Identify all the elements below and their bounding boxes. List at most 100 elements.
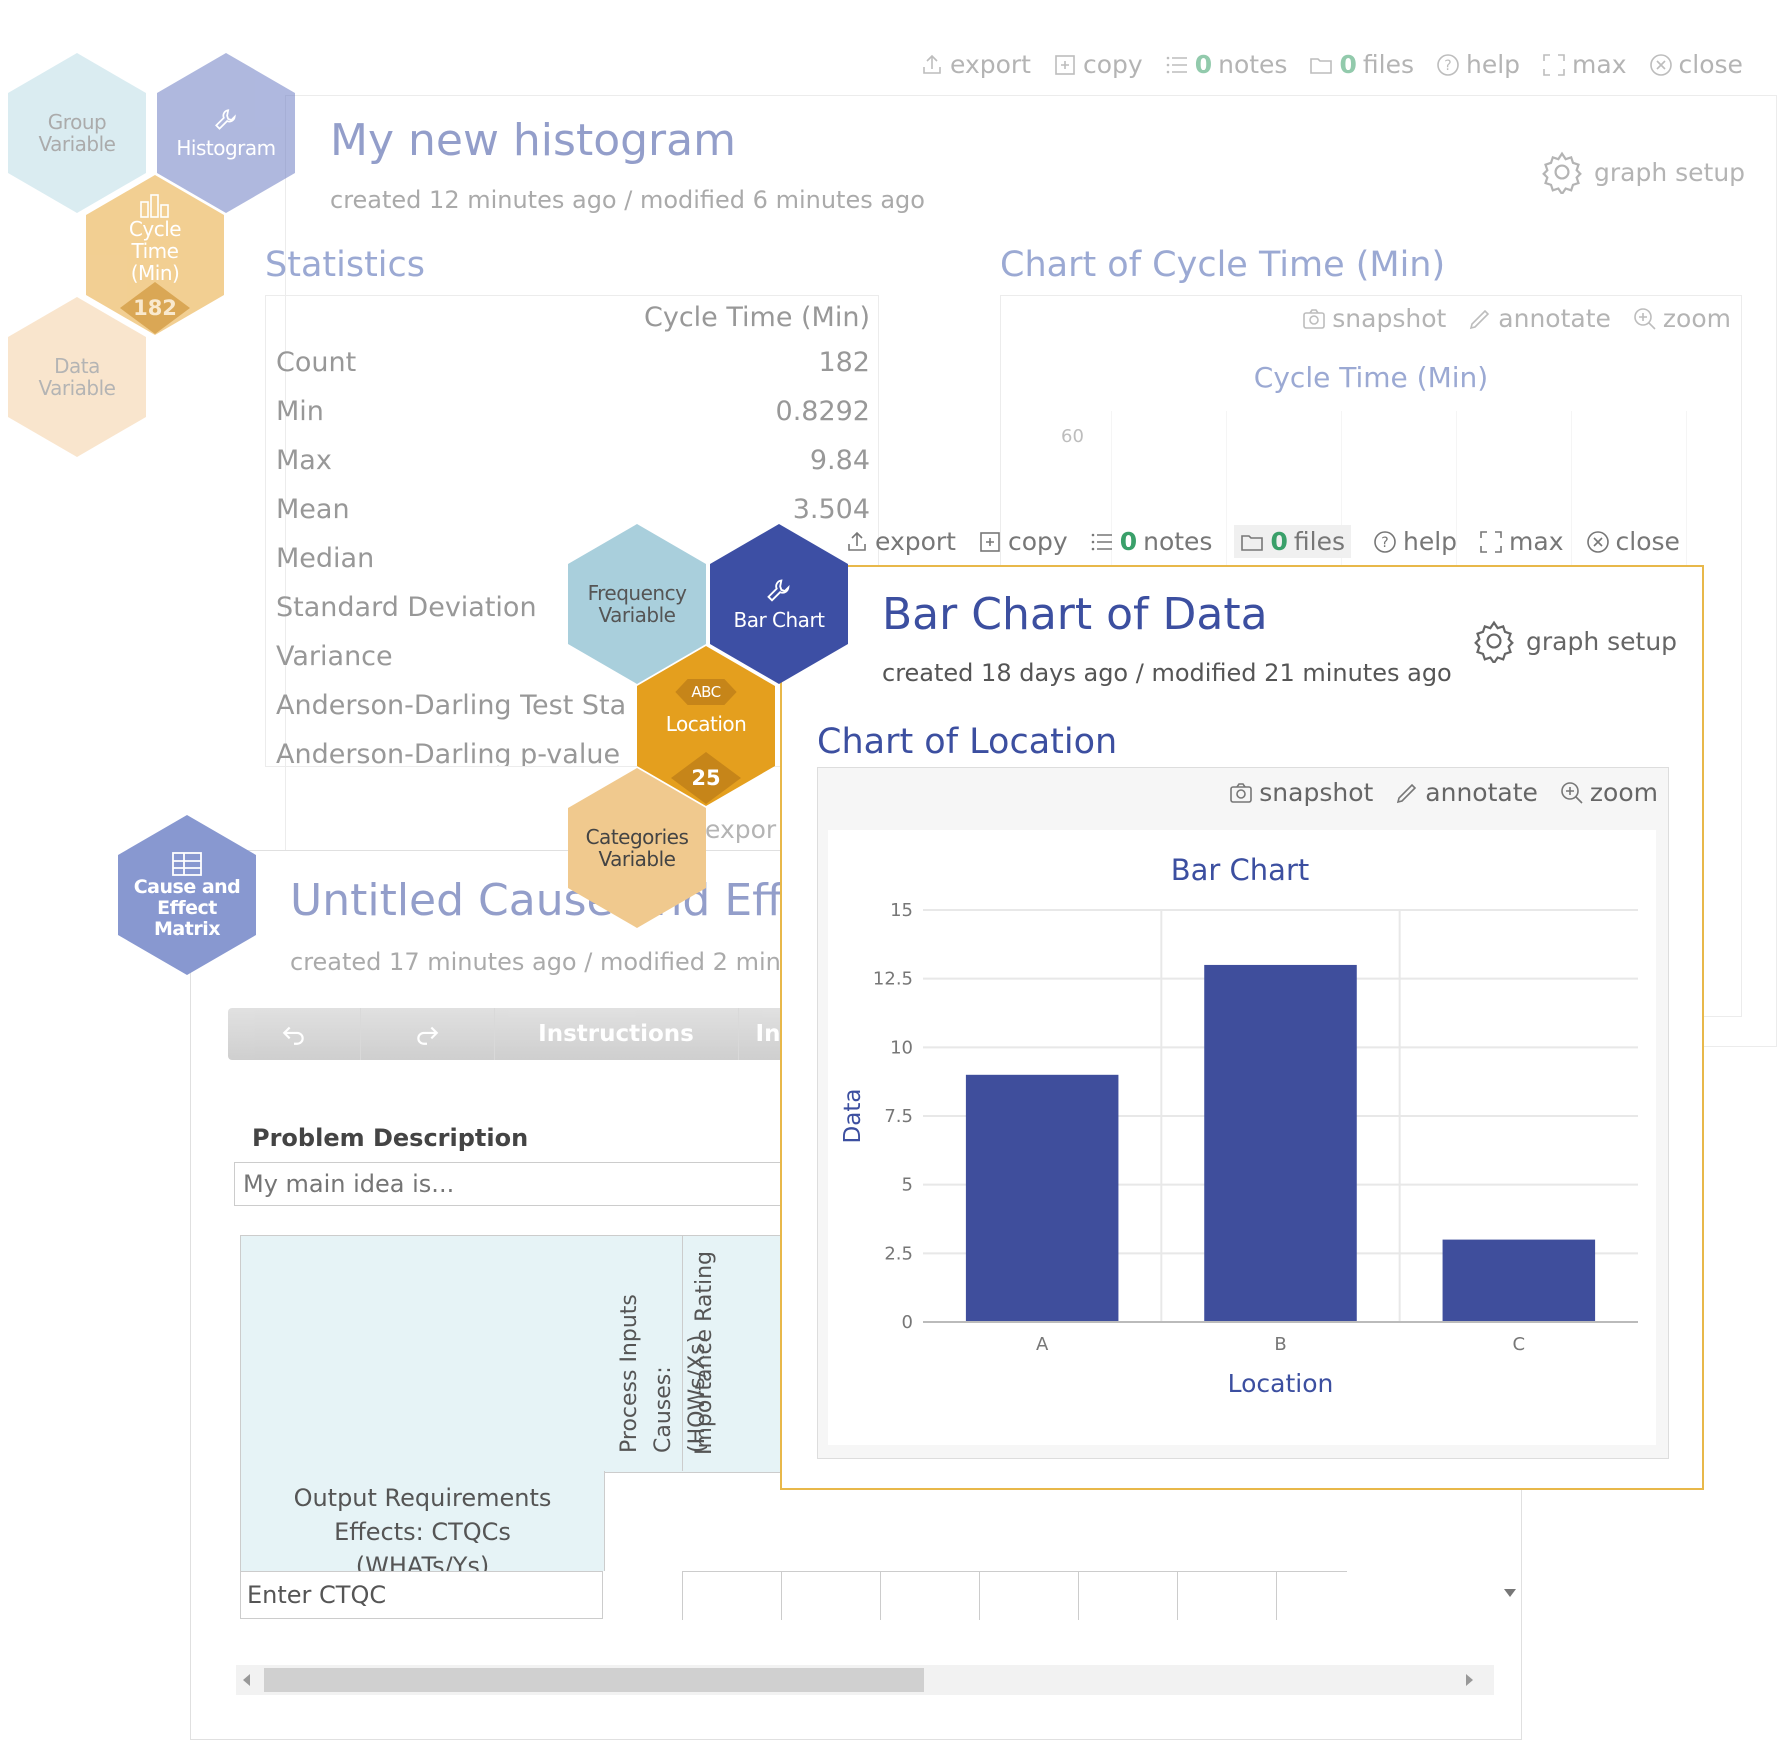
x-tick-label: B — [1274, 1334, 1286, 1355]
importance-rating-header: Importance Rating — [692, 1251, 717, 1455]
matrix-header-cell — [603, 1235, 780, 1473]
statistics-title: Statistics — [265, 245, 425, 285]
snapshot-button[interactable]: snapshot — [1302, 304, 1446, 333]
camera-icon — [1230, 782, 1253, 803]
export-icon — [923, 54, 941, 74]
help-button[interactable]: ? help — [1373, 527, 1457, 556]
horizontal-scrollbar[interactable] — [236, 1665, 1494, 1695]
copy-button[interactable]: copy — [1053, 50, 1143, 79]
categories-variable-hex[interactable]: Categories Variable — [568, 768, 706, 928]
x-tick-label: C — [1513, 1334, 1526, 1355]
export-button[interactable]: export — [920, 50, 1031, 79]
graph-setup-button[interactable]: graph setup — [1472, 619, 1677, 663]
zoom-button[interactable]: zoom — [1633, 304, 1731, 333]
statistics-table: Cycle Time (Min) Count 182 Min 0.8292 Max 9.8… — [265, 295, 879, 767]
pencil-icon — [1397, 783, 1417, 803]
snapshot-button[interactable]: snapshot — [1229, 778, 1373, 807]
export-button[interactable]: export — [845, 527, 956, 556]
x-axis-label: Location — [1228, 1369, 1334, 1398]
stat-label: Median — [276, 543, 375, 574]
gear-icon — [1474, 620, 1514, 663]
wrench-icon — [767, 579, 790, 602]
cause-effect-matrix-hex[interactable]: Cause and Effect Matrix — [118, 815, 256, 975]
stat-value: 9.84 — [809, 445, 870, 476]
undo-button[interactable] — [228, 1008, 361, 1060]
stat-label: Anderson-Darling p-value — [276, 739, 621, 767]
zoom-in-icon — [1561, 781, 1583, 804]
help-icon: ? — [1374, 530, 1396, 553]
cem-matrix: Process Inputs Causes:(HOWs/Xs) Importan… — [240, 1235, 1516, 1630]
close-button[interactable]: close — [1586, 527, 1680, 556]
stat-label: Count — [276, 347, 357, 378]
bar-chart-window: Bar Chart of Data created 18 days ago / … — [780, 565, 1704, 1490]
x-tick-label: A — [1036, 1334, 1049, 1355]
max-button[interactable]: max — [1479, 527, 1564, 556]
group-variable-hex[interactable]: Group Variable — [8, 53, 146, 213]
bar-chart-svg: Bar Chart 0 2.5 5 7.5 10 12.5 15 A B C Location Data — [828, 830, 1656, 1445]
files-button[interactable]: 0 files — [1234, 525, 1351, 558]
scrollbar-thumb[interactable] — [264, 1668, 924, 1692]
scroll-down-arrow-icon[interactable] — [1502, 1587, 1518, 1599]
camera-icon — [1303, 308, 1326, 329]
redo-button[interactable] — [360, 1008, 495, 1060]
copy-icon — [1055, 54, 1075, 75]
svg-text:?: ? — [1381, 535, 1388, 551]
frequency-variable-hex[interactable]: Frequency Variable — [568, 524, 706, 684]
bar-chart-panel: snapshot annotate zoom Bar Chart 0 2.5 5 7.5… — [817, 767, 1669, 1459]
bar — [1204, 964, 1357, 1322]
stat-row: Anderson-Darling Test Sta — [276, 681, 870, 730]
notes-button[interactable]: 0 notes — [1090, 527, 1212, 556]
stat-row: Standard Deviation — [276, 583, 870, 632]
max-button[interactable]: max — [1542, 50, 1627, 79]
chart-title: Bar Chart — [1171, 853, 1310, 887]
matrix-corner-cell — [240, 1235, 605, 1473]
y-axis-label: Data — [840, 1089, 866, 1144]
bar-chart-hex[interactable]: Bar Chart — [710, 524, 848, 684]
problem-description-label: Problem Description — [252, 1124, 529, 1152]
cycle-chart-tools: snapshot annotate zoom — [1302, 304, 1731, 333]
stat-row: Anderson-Darling p-value — [276, 730, 870, 767]
notes-button[interactable]: 0 notes — [1165, 50, 1287, 79]
copy-button[interactable]: copy — [978, 527, 1068, 556]
pencil-icon — [1470, 309, 1490, 329]
files-button[interactable]: 0 files — [1309, 50, 1414, 79]
copy-icon — [980, 531, 1000, 552]
y-tick-label: 7.5 — [884, 1106, 913, 1127]
cem-next-button[interactable]: In — [755, 1021, 781, 1047]
annotate-button[interactable]: annotate — [1395, 778, 1538, 807]
stat-row: Variance — [276, 632, 870, 681]
list-icon — [1166, 56, 1187, 73]
help-button[interactable]: ? help — [1436, 50, 1520, 79]
maximize-icon — [1480, 530, 1502, 553]
cycle-chart-section-title: Chart of Cycle Time (Min) — [1000, 245, 1446, 285]
y-tick-label: 10 — [890, 1037, 913, 1058]
location-type-badge: ABC — [675, 679, 737, 705]
scroll-right-arrow-icon[interactable] — [1464, 1673, 1474, 1687]
zoom-button[interactable]: zoom — [1560, 778, 1658, 807]
data-variable-hex[interactable]: Data Variable — [8, 297, 146, 457]
bar-section-title: Chart of Location — [817, 722, 1118, 762]
help-icon: ? — [1437, 53, 1459, 76]
y-tick-label: 2.5 — [884, 1243, 913, 1264]
graph-setup-button[interactable]: graph setup — [1540, 150, 1745, 194]
stat-label: Standard Deviation — [276, 592, 537, 623]
stat-row: Median — [276, 534, 870, 583]
bar-window-toolbar: export copy 0 notes 0 files ? help max clo… — [845, 525, 1680, 558]
bar-window-title: Bar Chart of Data — [882, 589, 1268, 640]
annotate-button[interactable]: annotate — [1468, 304, 1611, 333]
y-tick-label: 0 — [902, 1312, 913, 1333]
notes-count: 0 — [1194, 50, 1213, 79]
enter-ctqc-cell[interactable]: Enter CTQC — [240, 1571, 603, 1619]
bar-chart-tools: snapshot annotate zoom — [1229, 778, 1658, 807]
y-tick-label: 12.5 — [873, 969, 913, 990]
output-requirements-cell: Output Requirements Effects: CTQCs (WHAT… — [240, 1471, 605, 1571]
undo-icon — [282, 1026, 304, 1045]
instructions-button[interactable]: Instructions — [494, 1008, 739, 1060]
list-icon — [1091, 533, 1112, 550]
stat-label: Anderson-Darling Test Sta — [276, 690, 627, 721]
redo-icon — [417, 1026, 439, 1045]
scroll-left-arrow-icon[interactable] — [242, 1673, 252, 1687]
close-icon — [1649, 53, 1672, 76]
stat-label: Mean — [276, 494, 350, 525]
close-button[interactable]: close — [1649, 50, 1743, 79]
